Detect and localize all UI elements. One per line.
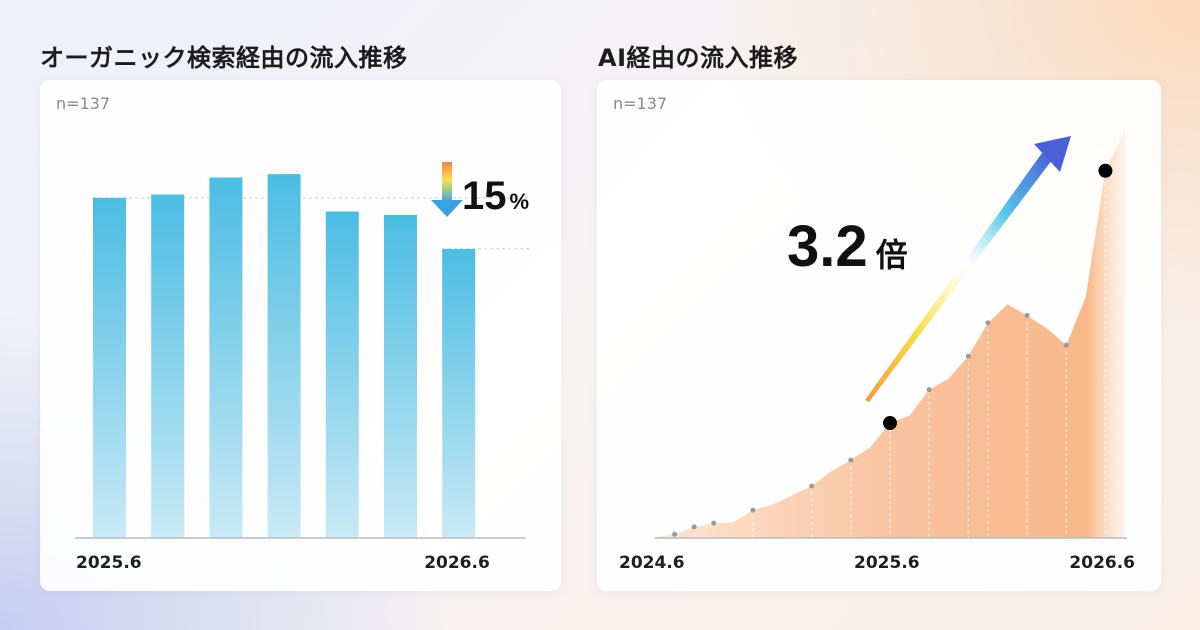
growth-arrow xyxy=(865,136,1071,402)
down-arrow-shaft xyxy=(442,162,452,202)
x-tick-label-end: 2026.6 xyxy=(424,553,490,573)
data-point-5 xyxy=(750,507,756,513)
x-tick-label-ai-0: 2024.6 xyxy=(619,553,685,573)
data-point-10 xyxy=(848,457,854,463)
data-point-17 xyxy=(985,320,991,326)
down-arrow-head xyxy=(431,200,463,217)
x-tick-label-ai-1: 2025.6 xyxy=(854,553,920,573)
data-point-1 xyxy=(672,531,678,537)
bar-6 xyxy=(442,248,476,539)
x-tick-label-ai-2: 2026.6 xyxy=(1069,553,1135,573)
bar-5 xyxy=(384,214,417,538)
data-point-3 xyxy=(711,520,717,526)
decrease-annotation: 15% xyxy=(431,162,529,218)
highlight-point-12 xyxy=(883,416,897,431)
data-point-21 xyxy=(1063,342,1069,348)
sample-size-label-ai: n=137 xyxy=(613,94,668,113)
organic-bar-chart: 2025.6 2026.6 15% xyxy=(75,162,530,573)
organic-chart-card: n=137 2025.6 2026.6 15% xyxy=(40,80,561,591)
data-point-14 xyxy=(926,387,932,393)
data-point-8 xyxy=(809,483,815,489)
growth-unit: 倍 xyxy=(876,237,908,273)
data-point-16 xyxy=(965,353,971,359)
data-point-2 xyxy=(691,524,697,530)
data-point-19 xyxy=(1024,312,1030,318)
bar-2 xyxy=(209,177,243,538)
ai-area-fill xyxy=(655,130,1125,538)
growth-arrow-head xyxy=(1034,136,1071,172)
growth-arrow-body xyxy=(865,153,1052,402)
ai-chart-title: AI経由の流入推移 xyxy=(598,44,799,72)
bar-0 xyxy=(93,197,126,538)
bar-1 xyxy=(151,194,185,538)
decrease-unit: % xyxy=(510,189,530,214)
ai-area-chart: 2024.6 2025.6 2026.6 3.2 倍 xyxy=(619,130,1135,573)
sample-size-label: n=137 xyxy=(56,94,111,113)
growth-multiplier: 3.2 倍 xyxy=(787,214,908,279)
ai-chart-card: n=137 2024.6 2025.6 2026 xyxy=(597,80,1161,591)
decrease-value: 15% xyxy=(462,174,529,218)
x-tick-label-start: 2025.6 xyxy=(76,553,142,573)
organic-chart-title: オーガニック検索経由の流入推移 xyxy=(40,44,408,72)
bar-3 xyxy=(267,174,301,538)
highlight-point-23 xyxy=(1098,163,1113,178)
growth-number: 3.2 xyxy=(787,214,868,279)
bar-4 xyxy=(325,211,359,538)
decrease-number: 15 xyxy=(462,174,507,218)
